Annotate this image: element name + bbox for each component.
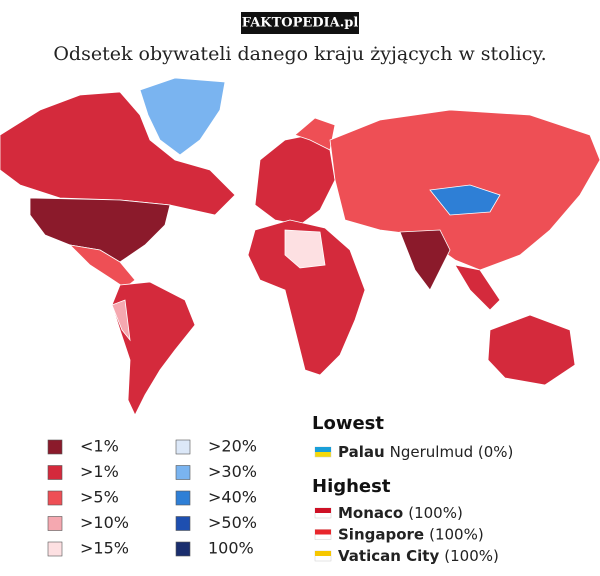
- legend: <1% >1% >5% >10% >15% >20% >30% >40% >50% 100%: [47, 437, 257, 558]
- rankings: Palau Ngerulmud (0%)Monaco (100%)Singapore…: [314, 443, 513, 565]
- ranking-entry: Vatican City (100%): [338, 547, 499, 565]
- australia: [487, 314, 576, 386]
- southeast-asia: [454, 264, 501, 311]
- flag: [315, 529, 331, 535]
- legend-swatch: [47, 490, 63, 506]
- legend-swatch: [47, 516, 63, 531]
- legend-label: >20%: [208, 437, 257, 456]
- legend-label: >40%: [208, 488, 257, 507]
- ranking-entry: Monaco (100%): [338, 504, 463, 522]
- ranking-entry: Palau Ngerulmud (0%): [338, 443, 513, 461]
- highest-heading: Highest: [312, 476, 391, 497]
- africa: [247, 219, 366, 376]
- legend-swatch: [175, 465, 191, 480]
- legend-label: >15%: [80, 539, 129, 558]
- legend-label: >5%: [80, 488, 119, 507]
- legend-swatch: [175, 490, 191, 506]
- mongolia: [429, 184, 501, 216]
- scandinavia: [294, 117, 336, 151]
- country: Vatican City: [338, 547, 439, 565]
- legend-swatch: [47, 541, 63, 557]
- legend-label: >10%: [80, 513, 129, 532]
- europe: [254, 134, 336, 226]
- legend-label: >30%: [208, 462, 257, 481]
- ranking-entry: Singapore (100%): [338, 525, 484, 543]
- title: Odsetek obywateli danego kraju żyjących …: [53, 43, 546, 65]
- legend-swatch: [175, 541, 191, 557]
- lowest-heading: Lowest: [312, 413, 384, 434]
- detail: (100%): [444, 547, 499, 565]
- legend-swatch: [47, 439, 63, 455]
- country: Singapore: [338, 525, 424, 543]
- flag: [315, 551, 331, 556]
- canada: [0, 91, 236, 216]
- world-map: [0, 77, 600, 416]
- peru: [111, 299, 131, 342]
- detail: Ngerulmud (0%): [390, 443, 514, 461]
- flag: [315, 447, 331, 452]
- legend-label: >1%: [80, 462, 119, 481]
- legend-label: <1%: [80, 437, 119, 456]
- watermark-bg: [241, 12, 359, 34]
- watermark: FAKTOPEDIA.pl: [242, 16, 359, 31]
- flag: [315, 508, 331, 513]
- country: Monaco: [338, 504, 403, 522]
- legend-label: >50%: [208, 513, 257, 532]
- legend-swatch: [47, 465, 63, 480]
- detail: (100%): [429, 525, 484, 543]
- sahara: [284, 229, 326, 269]
- india: [399, 229, 451, 291]
- legend-swatch: [175, 439, 191, 455]
- legend-label: 100%: [208, 539, 254, 558]
- country: Palau: [338, 443, 385, 461]
- detail: (100%): [408, 504, 463, 522]
- legend-swatch: [175, 516, 191, 531]
- south-america: [111, 281, 196, 416]
- greenland: [139, 77, 226, 156]
